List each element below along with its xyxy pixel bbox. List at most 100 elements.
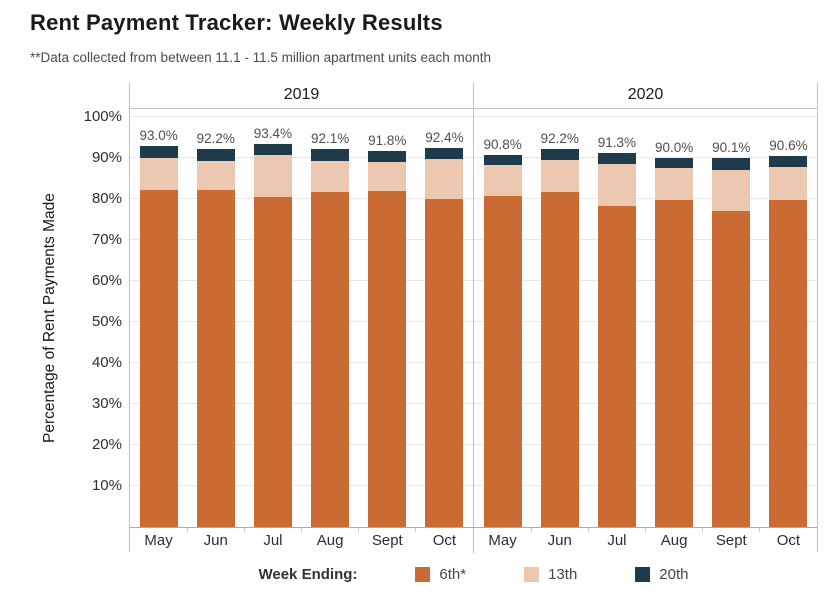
segment-6th-2020-May [483, 195, 522, 527]
bar-slot-2019-Jun: 92.2% [187, 109, 244, 527]
bar-total-label-2020-Oct: 90.6% [769, 137, 808, 153]
segment-20th-2019-Sept [368, 150, 407, 162]
bar-total-label-2019-May: 93.0% [139, 127, 178, 143]
segment-13th-2020-Jul [597, 163, 636, 207]
x-label-2020-Aug: Aug [645, 528, 703, 553]
segment-13th-2020-Oct [769, 167, 808, 200]
y-tick-label-30: 30% [91, 395, 122, 412]
y-tick-label-100: 100% [83, 108, 122, 125]
segment-6th-2019-Aug [311, 192, 350, 527]
x-label-2020-Sept: Sept [702, 528, 760, 553]
segment-6th-2019-Jul [253, 197, 292, 527]
x-label-2019-Sept: Sept [358, 528, 416, 553]
page-title: Rent Payment Tracker: Weekly Results [30, 10, 443, 35]
segment-6th-2019-Oct [425, 199, 464, 527]
x-label-2019-Oct: Oct [415, 528, 473, 553]
x-label-2019-Jun: Jun [186, 528, 244, 553]
segment-6th-2020-Aug [655, 199, 694, 527]
year-header-2019: 2019 [283, 86, 320, 103]
bar-total-label-2020-Jul: 91.3% [597, 134, 637, 150]
legend-label-20th: 20th [659, 565, 689, 583]
bar-slot-2020-Jun: 92.2% [531, 109, 588, 527]
segment-6th-2020-Sept [712, 210, 751, 527]
bar-total-label-2020-Sept: 90.1% [712, 139, 751, 155]
segment-20th-2019-Jul [253, 144, 292, 155]
x-label-2019-Jul: Jul [243, 528, 301, 553]
segment-6th-2019-Sept [368, 191, 407, 527]
legend-title: Week Ending: [258, 565, 358, 583]
segment-20th-2019-Aug [311, 149, 350, 161]
plot-area: 93.0% 92.2% 93.4% 92.1% 91.8% 92.4% 90.8% 92.2%… [130, 109, 817, 528]
bar-2020-Oct [769, 155, 808, 527]
y-tick-label-10: 10% [91, 477, 122, 494]
segment-20th-2020-Jul [597, 152, 636, 164]
bar-total-label-2019-Oct: 92.4% [425, 130, 464, 146]
x-label-2020-Jun: Jun [530, 528, 588, 553]
segment-20th-2020-Oct [769, 155, 808, 168]
year-header-row: 2019 2020 [130, 82, 817, 109]
legend: Week Ending: 6th* 13th 20th [129, 561, 818, 587]
segment-6th-2019-Jun [196, 190, 235, 527]
segment-13th-2019-Oct [425, 158, 464, 199]
bar-2020-Aug [655, 158, 694, 527]
month-panel-2019: May Jun Jul Aug Sept Oct [130, 528, 473, 553]
bar-total-label-2020-Jun: 92.2% [540, 131, 579, 146]
panel-2020: 90.8% 92.2% 91.3% 90.0% 90.1% 90.6% [473, 109, 817, 527]
y-tick-label-70: 70% [91, 231, 122, 248]
bar-slot-2020-Aug: 90.0% [646, 109, 703, 527]
segment-13th-2019-Sept [368, 161, 407, 192]
y-tick-label-60: 60% [91, 272, 122, 289]
bar-slot-2020-May: 90.8% [474, 109, 531, 527]
bar-slot-2020-Sept: 90.1% [703, 109, 760, 527]
segment-20th-2019-Jun [196, 149, 235, 161]
segment-13th-2020-May [483, 165, 522, 196]
bar-2020-May [483, 154, 522, 527]
bar-slot-2019-May: 93.0% [130, 109, 187, 527]
legend-swatch-13th [524, 566, 540, 582]
bar-total-label-2019-Sept: 91.8% [368, 132, 407, 148]
x-label-2020-May: May [488, 532, 517, 549]
y-tick-label-20: 20% [91, 436, 122, 453]
bar-2020-Jul [597, 152, 636, 527]
segment-13th-2019-Jul [253, 154, 292, 197]
segment-6th-2020-Oct [769, 199, 808, 527]
bar-slot-2019-Sept: 91.8% [359, 109, 416, 527]
segment-6th-2020-Jul [597, 206, 636, 527]
bar-total-label-2020-May: 90.8% [483, 136, 522, 152]
bar-2020-Jun [540, 148, 579, 527]
segment-6th-2020-Jun [540, 192, 579, 527]
segment-13th-2020-Jun [540, 159, 579, 193]
bar-2020-Sept [712, 157, 751, 527]
month-row: May Jun Jul Aug Sept Oct May Jun Jul Aug Sept Oct [130, 528, 817, 553]
bar-slot-2020-Oct: 90.6% [760, 109, 817, 527]
segment-6th-2019-May [139, 190, 178, 527]
segment-13th-2019-May [139, 158, 178, 190]
legend-swatch-20th [635, 566, 651, 582]
bar-2019-Sept [368, 150, 407, 527]
bar-slot-2020-Jul: 91.3% [588, 109, 645, 527]
bar-2019-Oct [425, 148, 464, 527]
bar-total-label-2019-Aug: 92.1% [310, 131, 350, 147]
segment-20th-2020-Jun [540, 148, 579, 160]
chart-footnote: **Data collected from between 11.1 - 11.… [30, 50, 491, 65]
legend-swatch-6th [415, 566, 431, 582]
y-axis-tick-labels: 10% 20% 30% 40% 50% 60% 70% 80% 90% 100% [0, 108, 122, 527]
bar-total-label-2019-Jun: 92.2% [196, 131, 235, 146]
bar-slot-2019-Oct: 92.4% [416, 109, 473, 527]
legend-label-13th: 13th [548, 565, 578, 583]
segment-20th-2019-May [139, 145, 178, 158]
segment-13th-2020-Aug [655, 167, 694, 200]
x-label-2019-Aug: Aug [301, 528, 359, 553]
segment-20th-2019-Oct [425, 148, 464, 159]
x-label-2020-Oct: Oct [759, 528, 817, 553]
segment-13th-2020-Sept [712, 169, 751, 211]
panel-2019: 93.0% 92.2% 93.4% 92.1% 91.8% 92.4% [130, 109, 473, 527]
bar-2019-Jun [196, 149, 235, 527]
segment-20th-2020-Aug [655, 158, 694, 168]
month-panel-2020: May Jun Jul Aug Sept Oct [473, 528, 817, 553]
legend-item-13th: 13th [524, 566, 577, 583]
y-tick-label-50: 50% [91, 313, 122, 330]
segment-20th-2020-May [483, 154, 522, 166]
x-label-2019-May: May [144, 532, 173, 549]
panels: 93.0% 92.2% 93.4% 92.1% 91.8% 92.4% 90.8% 92.2%… [130, 109, 817, 527]
